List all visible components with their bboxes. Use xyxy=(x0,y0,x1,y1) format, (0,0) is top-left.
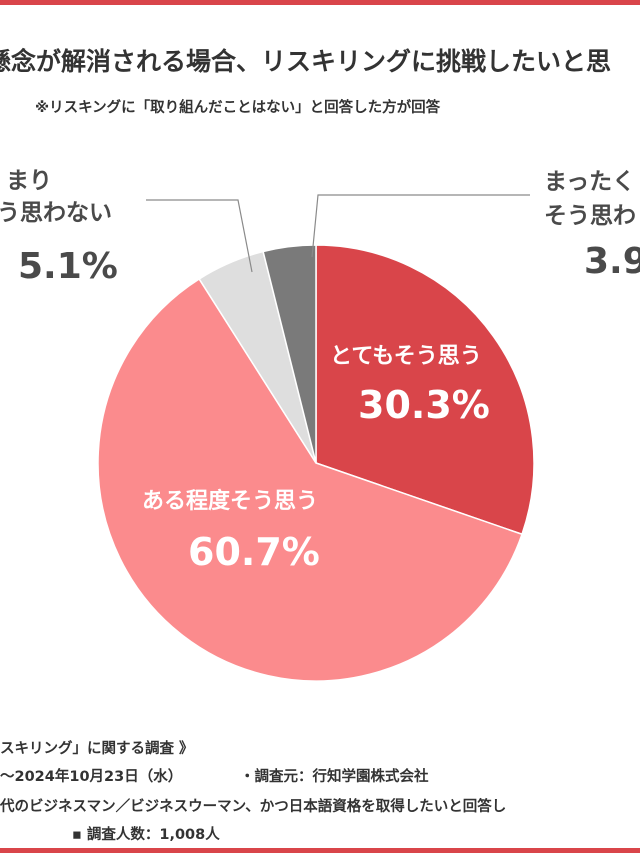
slice-strongly-disagree xyxy=(262,244,317,464)
chart-title: 懸念が解消される場合、リスキリングに挑戦したいと思 xyxy=(0,47,612,76)
label-somewhat-agree: ある程度そう思う xyxy=(142,489,319,514)
leader-line-somewhat-disagree xyxy=(146,199,253,273)
top-accent-bar xyxy=(0,0,640,5)
footer-sample-size: ▪ 調査人数：1,008人 xyxy=(72,827,220,843)
value-strongly-disagree: 3.9 xyxy=(584,241,640,282)
chart-subtitle: ※リスキングに「取り組んだことはない」と回答した方が回答 xyxy=(35,100,441,116)
slice-strongly-agree xyxy=(315,244,535,536)
label-strongly-disagree: まったく そう思わ xyxy=(544,169,636,229)
label-strongly-agree: とてもそう思う xyxy=(330,344,482,369)
slice-somewhat-agree xyxy=(97,277,523,682)
footer-period: 〜2024年10月23日（水） xyxy=(0,769,183,785)
value-strongly-agree: 30.3% xyxy=(358,383,490,427)
label-somewhat-disagree: まり う思わない xyxy=(0,168,112,226)
leader-line-strongly-disagree xyxy=(311,194,530,258)
value-somewhat-agree: 60.7% xyxy=(188,530,320,574)
footer-survey-title: スキリング」に関する調査 》 xyxy=(0,741,194,757)
footer-organizer: ・調査元：行知学園株式会社 xyxy=(240,769,429,785)
value-somewhat-disagree: 5.1% xyxy=(18,246,118,287)
bottom-accent-bar xyxy=(0,848,640,853)
footer-target: 代のビジネスマン／ビジネスウーマン、かつ日本語資格を取得したいと回答し xyxy=(0,799,507,815)
